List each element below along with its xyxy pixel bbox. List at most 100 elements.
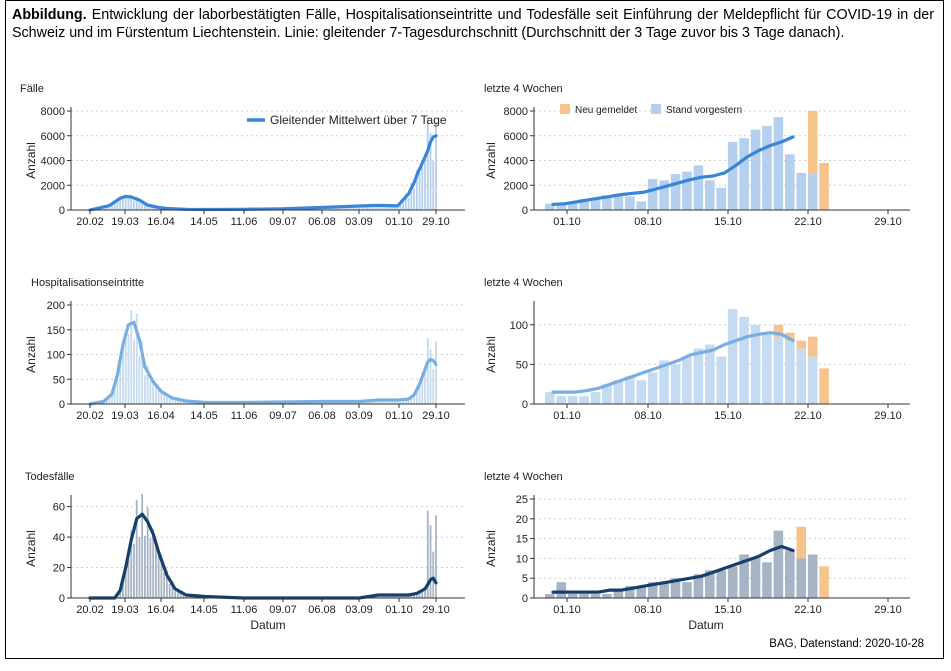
bar	[435, 341, 437, 404]
bar	[113, 203, 116, 210]
bar-stand-vorgestern	[590, 594, 601, 598]
bar	[393, 399, 396, 404]
bar	[144, 204, 146, 210]
bar-stand-vorgestern	[727, 308, 738, 404]
bar	[418, 173, 421, 210]
y-tick-label: 0	[59, 593, 65, 605]
bar-stand-vorgestern	[739, 554, 749, 598]
bar	[380, 399, 382, 404]
x-tick-label: 29.10	[422, 410, 450, 422]
bar	[165, 570, 168, 598]
y-tick-label: 0	[522, 593, 528, 605]
x-tick-label: 19.03	[111, 604, 139, 616]
bar	[396, 595, 399, 598]
x-tick-label: 08.10	[634, 216, 662, 228]
x-tick-label: 19.03	[111, 216, 139, 228]
bar	[402, 202, 404, 210]
bar	[133, 200, 135, 210]
legend-label: Gleitender Mittelwert über 7 Tage	[270, 113, 447, 127]
bar	[157, 554, 160, 598]
bar-stand-vorgestern	[659, 360, 669, 404]
bar	[144, 375, 146, 404]
bar	[388, 205, 391, 210]
panel-title: Hospitalisationseintritte	[31, 277, 144, 289]
bar	[355, 206, 358, 210]
bar	[130, 310, 133, 404]
bar-stand-vorgestern	[556, 582, 567, 598]
bar	[402, 595, 404, 598]
bar	[146, 507, 149, 598]
bar	[435, 122, 437, 210]
bar-stand-vorgestern	[625, 196, 635, 210]
bar-stand-vorgestern	[659, 582, 669, 598]
y-tick-label: 2000	[504, 180, 528, 192]
legend-key-neu-gemeldet	[560, 104, 570, 114]
bar	[185, 595, 188, 598]
bar	[415, 387, 418, 404]
bar-stand-vorgestern	[762, 332, 772, 404]
bar	[396, 400, 399, 404]
bar	[435, 515, 437, 598]
bar	[141, 199, 144, 210]
x-tick-label: 22.10	[794, 604, 822, 616]
x-tick-label: 15.10	[714, 410, 742, 422]
bar-neu-gemeldet	[819, 566, 829, 598]
bar	[374, 204, 377, 210]
bar-stand-vorgestern	[773, 336, 784, 404]
bar-stand-vorgestern	[716, 187, 727, 210]
bar	[102, 207, 105, 210]
bar	[176, 588, 179, 598]
bar	[174, 399, 177, 404]
bar-stand-vorgestern	[705, 180, 715, 210]
x-tick-label: 15.10	[714, 216, 742, 228]
bar	[330, 207, 333, 210]
y-tick-label: 20	[516, 514, 528, 526]
bar	[135, 500, 138, 598]
y-axis-label: Anzahl	[484, 142, 498, 179]
bar	[410, 183, 413, 210]
y-tick-label: 20	[53, 563, 65, 575]
x-tick-label: 14.05	[190, 410, 218, 422]
x-tick-label: 29.10	[422, 604, 450, 616]
bar-stand-vorgestern	[785, 550, 795, 598]
bar	[429, 525, 432, 598]
y-tick-label: 100	[510, 320, 528, 332]
bar	[138, 536, 141, 598]
bar	[111, 202, 113, 210]
bar-stand-vorgestern	[579, 198, 589, 210]
bar	[399, 398, 402, 404]
bar	[426, 510, 429, 598]
x-tick-label: 01.10	[385, 604, 413, 616]
bar-stand-vorgestern	[716, 570, 727, 598]
bar-neu-gemeldet	[819, 368, 829, 404]
y-tick-label: 0	[522, 205, 528, 217]
source-note: BAG, Datenstand: 2020-10-28	[769, 638, 924, 650]
bar	[426, 117, 429, 210]
bar	[404, 398, 407, 404]
bar	[138, 202, 141, 210]
y-tick-label: 0	[59, 205, 65, 217]
bar	[413, 396, 415, 404]
bar	[396, 206, 399, 210]
x-tick-label: 22.10	[794, 410, 822, 422]
bar	[122, 578, 124, 598]
bar-stand-vorgestern	[545, 594, 555, 598]
bar	[424, 155, 426, 210]
bar-stand-vorgestern	[682, 356, 692, 404]
bar-stand-vorgestern	[785, 340, 795, 404]
bar	[163, 572, 166, 598]
bar	[146, 204, 149, 210]
bar-stand-vorgestern	[750, 324, 761, 404]
y-tick-label: 50	[516, 359, 528, 371]
bar	[149, 206, 152, 210]
x-tick-label: 06.08	[308, 216, 336, 228]
bar-stand-vorgestern	[556, 396, 567, 404]
bar-stand-vorgestern	[567, 594, 578, 598]
bar	[108, 206, 111, 210]
bar	[360, 206, 363, 210]
bar	[391, 205, 393, 210]
bar	[336, 207, 339, 210]
bar	[385, 399, 388, 404]
bar-stand-vorgestern	[613, 193, 624, 210]
bar-neu-gemeldet	[773, 324, 784, 337]
